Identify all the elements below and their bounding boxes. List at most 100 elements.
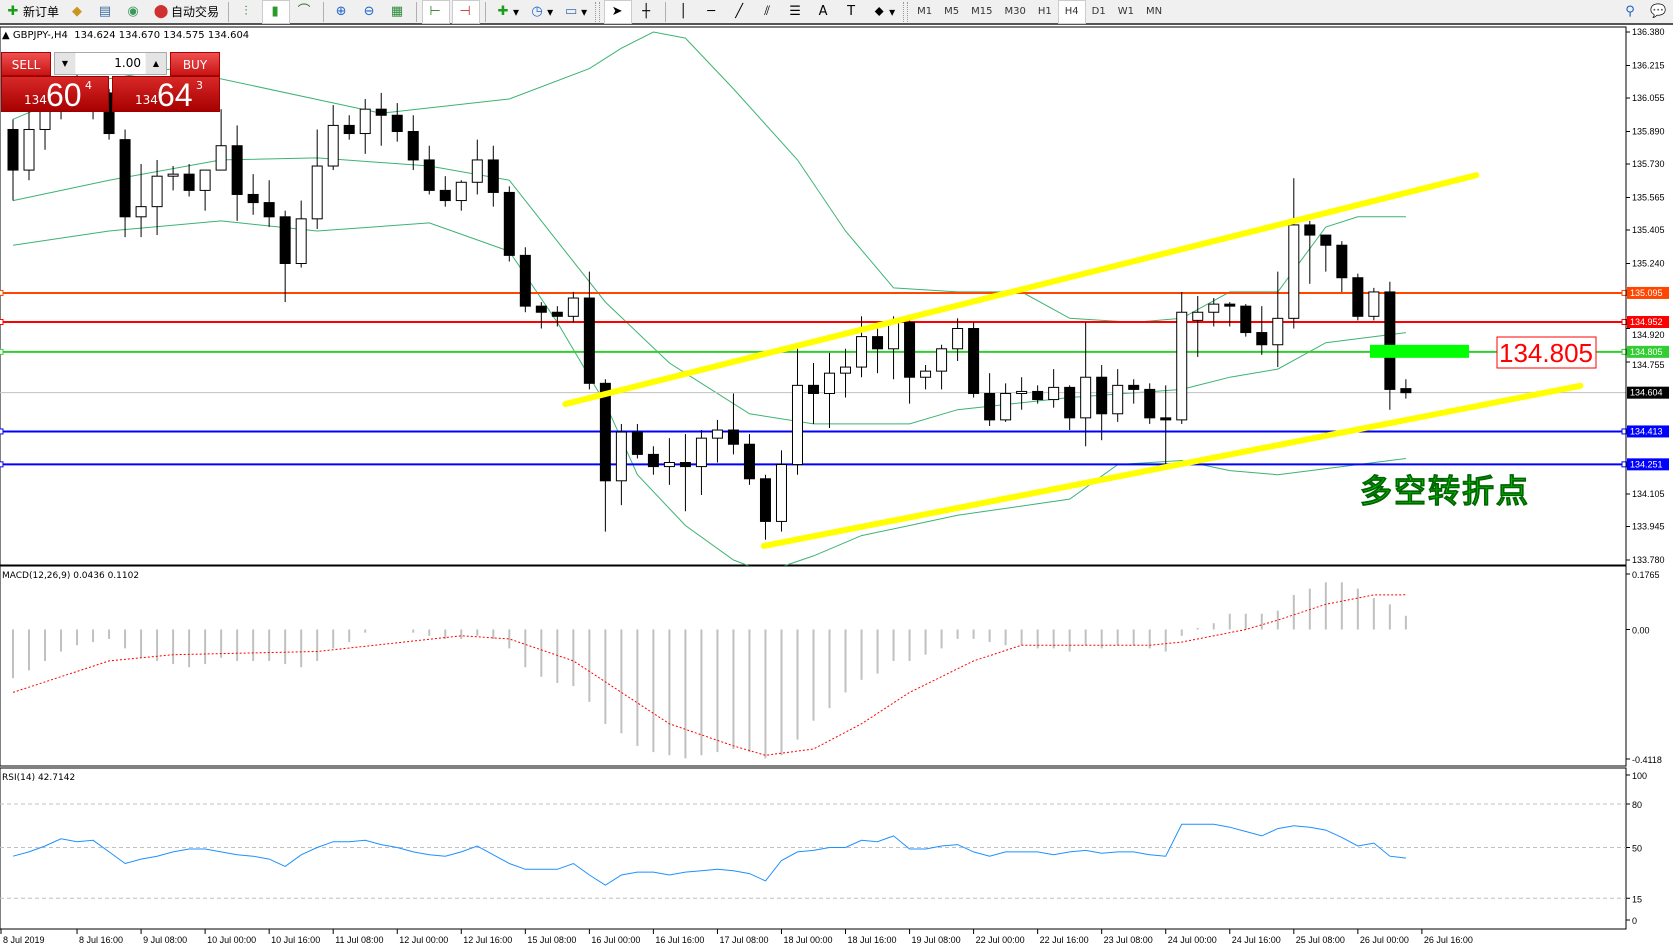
- timeframe-m30[interactable]: M30: [1004, 5, 1026, 17]
- sell-button[interactable]: SELL: [1, 52, 51, 76]
- candle: [247, 174, 259, 215]
- candle-body-bear: [727, 429, 739, 445]
- lot-increase-icon[interactable]: ▲: [146, 53, 166, 74]
- arrows-button[interactable]: ⬥ ▾: [867, 1, 899, 23]
- line-chart-button[interactable]: ⌒: [292, 1, 318, 23]
- bar-chart-button[interactable]: ⫶: [234, 1, 260, 23]
- candle: [1256, 306, 1268, 355]
- periods-icon: ◷: [531, 3, 543, 19]
- horizontal-line-button[interactable]: ─: [699, 1, 725, 23]
- candle: [183, 164, 195, 197]
- candle: [151, 159, 163, 236]
- candle-body-bear: [551, 311, 563, 317]
- candle-body-bull: [856, 336, 868, 368]
- bar-chart-icon: ⫶: [244, 3, 248, 19]
- candle-body-bear: [743, 443, 755, 480]
- candle: [1192, 296, 1204, 357]
- market-watch-icon: ◆: [72, 3, 83, 19]
- candle: [535, 302, 547, 329]
- buy-button[interactable]: BUY: [170, 52, 220, 76]
- templates-button[interactable]: ▭ ▾: [564, 3, 588, 19]
- candle: [1128, 379, 1140, 404]
- toolbar-grip[interactable]: [903, 1, 909, 22]
- lot-size-stepper[interactable]: ▼ 1.00 ▲: [54, 52, 167, 75]
- text-label-icon: T: [847, 3, 856, 19]
- bollinger-upper-line: [12, 31, 1406, 323]
- trendline-button[interactable]: ╱: [727, 1, 753, 23]
- candle: [1272, 271, 1284, 368]
- timeframe-w1[interactable]: W1: [1117, 5, 1134, 17]
- timeframe-h1[interactable]: H1: [1037, 5, 1052, 17]
- rsi-pane: RSI(14) 42.7142 100 80 50 15 0: [0, 767, 1647, 930]
- pivot-annotation-text[interactable]: 多空转折点: [1360, 472, 1530, 511]
- new-order-button[interactable]: ✚ 新订单: [1, 1, 63, 23]
- timeframe-h4[interactable]: H4: [1057, 0, 1086, 24]
- candle: [936, 344, 948, 390]
- candle-body-bull: [952, 327, 964, 350]
- crosshair-button[interactable]: ┼: [634, 1, 660, 23]
- timeframe-mn[interactable]: MN: [1145, 5, 1163, 17]
- timeframe-m5[interactable]: M5: [944, 5, 960, 17]
- zoom-out-button[interactable]: ⊖: [357, 1, 383, 23]
- candle: [759, 474, 771, 540]
- pivot-zone-marker[interactable]: [1370, 344, 1469, 358]
- autoscroll-button[interactable]: ⊣: [452, 0, 481, 24]
- candle: [679, 434, 691, 512]
- price-level-tag-text: 134.952: [1630, 317, 1663, 327]
- tile-windows-button[interactable]: ▦: [385, 1, 411, 23]
- chat-button[interactable]: 💬: [1646, 1, 1672, 23]
- candlestick-button[interactable]: ▮: [262, 0, 291, 24]
- vertical-line-button[interactable]: │: [671, 1, 697, 23]
- macd-pane: MACD(12,26,9) 0.0436 0.1102 0.1765 0.00 -0…: [0, 565, 1662, 767]
- sell-price[interactable]: 134 60 4: [1, 76, 109, 113]
- time-tick-label: 8 Jul 2019: [3, 935, 45, 945]
- search-icon: ⚲: [1625, 3, 1635, 19]
- navigator-button[interactable]: ▤: [93, 1, 119, 23]
- signals-button[interactable]: ◉: [121, 1, 147, 23]
- horizontal-lines: [0, 289, 1628, 468]
- time-tick-label: 10 Jul 16:00: [271, 935, 320, 945]
- candle: [487, 145, 499, 207]
- cursor-button[interactable]: ➤: [604, 0, 633, 24]
- candle-body-bear: [583, 297, 595, 384]
- chart-shift-button[interactable]: ⊢: [422, 0, 451, 24]
- timeframe-d1[interactable]: D1: [1091, 5, 1106, 17]
- price-callout-box: [1496, 336, 1597, 369]
- timeframe-m1[interactable]: M1: [917, 5, 933, 17]
- candle: [231, 125, 243, 221]
- periods-button[interactable]: ◷ ▾: [525, 1, 557, 23]
- candle-body-bear: [1304, 224, 1316, 236]
- lot-decrease-icon[interactable]: ▼: [55, 53, 75, 74]
- candle: [599, 379, 611, 532]
- toolbar-grip[interactable]: [595, 1, 601, 22]
- candle-body-bull: [615, 431, 627, 482]
- candle: [631, 423, 643, 459]
- lot-size-input[interactable]: 1.00: [76, 53, 145, 74]
- indicators-button[interactable]: ✚ ▾: [491, 1, 523, 23]
- candle-body-bear: [1336, 244, 1348, 279]
- candle: [1288, 178, 1300, 329]
- text-label-button[interactable]: T: [839, 1, 865, 23]
- candle-body-bear: [343, 124, 355, 135]
- auto-trading-button[interactable]: ⬤ 自动交易: [149, 1, 223, 23]
- candle: [1368, 287, 1380, 321]
- buy-price-main: 64: [157, 77, 193, 113]
- zoom-in-button[interactable]: ⊕: [329, 1, 355, 23]
- candle: [791, 342, 803, 475]
- search-button[interactable]: ⚲: [1618, 1, 1644, 23]
- toolbar-separator: [485, 1, 487, 22]
- candle: [263, 180, 275, 227]
- market-watch-button[interactable]: ◆: [65, 1, 91, 23]
- buy-price[interactable]: 134 64 3: [112, 76, 220, 113]
- equidistant-channel-button[interactable]: ⫽: [755, 1, 781, 23]
- fibonacci-button[interactable]: ☰: [783, 1, 809, 23]
- time-tick-label: 23 Jul 08:00: [1104, 935, 1153, 945]
- price-tick-label: 135.565: [1632, 193, 1665, 203]
- candle: [647, 446, 659, 475]
- timeframe-m15[interactable]: M15: [971, 5, 993, 17]
- candle: [743, 434, 755, 485]
- text-button[interactable]: A: [811, 1, 837, 23]
- new-order-label: 新订单: [23, 5, 60, 19]
- price-callout[interactable]: 134.805: [1496, 336, 1597, 369]
